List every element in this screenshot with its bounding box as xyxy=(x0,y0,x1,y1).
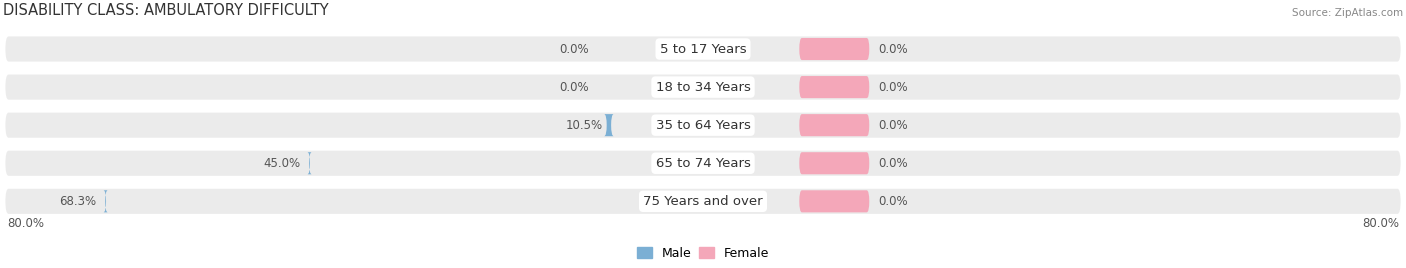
FancyBboxPatch shape xyxy=(6,75,1400,100)
Text: 68.3%: 68.3% xyxy=(59,195,97,208)
Text: 0.0%: 0.0% xyxy=(879,43,908,55)
Text: 75 Years and over: 75 Years and over xyxy=(643,195,763,208)
FancyBboxPatch shape xyxy=(799,152,869,174)
Text: 0.0%: 0.0% xyxy=(879,119,908,132)
FancyBboxPatch shape xyxy=(308,152,312,174)
Text: 0.0%: 0.0% xyxy=(879,195,908,208)
Text: DISABILITY CLASS: AMBULATORY DIFFICULTY: DISABILITY CLASS: AMBULATORY DIFFICULTY xyxy=(3,3,329,18)
Text: 18 to 34 Years: 18 to 34 Years xyxy=(655,81,751,94)
Text: 5 to 17 Years: 5 to 17 Years xyxy=(659,43,747,55)
Text: 0.0%: 0.0% xyxy=(560,43,589,55)
Text: 35 to 64 Years: 35 to 64 Years xyxy=(655,119,751,132)
Text: 0.0%: 0.0% xyxy=(879,157,908,170)
Text: 80.0%: 80.0% xyxy=(1362,217,1399,230)
FancyBboxPatch shape xyxy=(605,114,614,136)
FancyBboxPatch shape xyxy=(6,113,1400,138)
FancyBboxPatch shape xyxy=(799,76,869,98)
Legend: Male, Female: Male, Female xyxy=(631,242,775,265)
Text: 0.0%: 0.0% xyxy=(879,81,908,94)
Text: 65 to 74 Years: 65 to 74 Years xyxy=(655,157,751,170)
FancyBboxPatch shape xyxy=(6,151,1400,176)
FancyBboxPatch shape xyxy=(799,38,869,60)
Text: 10.5%: 10.5% xyxy=(565,119,602,132)
FancyBboxPatch shape xyxy=(799,190,869,212)
FancyBboxPatch shape xyxy=(799,114,869,136)
FancyBboxPatch shape xyxy=(6,36,1400,62)
FancyBboxPatch shape xyxy=(6,189,1400,214)
Text: 45.0%: 45.0% xyxy=(263,157,301,170)
FancyBboxPatch shape xyxy=(104,190,108,212)
Text: 80.0%: 80.0% xyxy=(7,217,44,230)
Text: Source: ZipAtlas.com: Source: ZipAtlas.com xyxy=(1292,8,1403,18)
Text: 0.0%: 0.0% xyxy=(560,81,589,94)
